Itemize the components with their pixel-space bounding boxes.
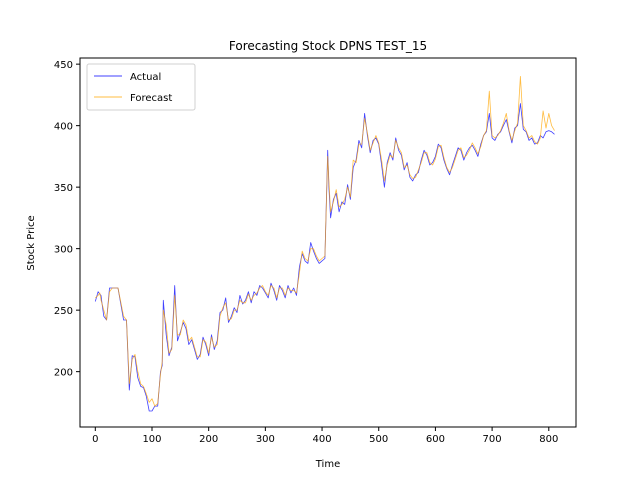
y-axis: 200 250 300 350 400 450 <box>54 60 80 379</box>
series-line-forecast <box>95 76 555 407</box>
x-tick-label: 100 <box>142 434 161 445</box>
series-layer <box>94 76 555 412</box>
x-axis: 0 100 200 300 400 500 600 700 800 <box>92 427 558 445</box>
y-axis-label: Stock Price <box>26 215 37 270</box>
x-tick-label: 0 <box>92 434 98 445</box>
y-tick-label: 450 <box>54 60 73 71</box>
y-tick-label: 350 <box>54 183 73 194</box>
x-tick-label: 200 <box>199 434 218 445</box>
x-axis-label: Time <box>315 459 340 470</box>
y-tick-label: 300 <box>54 245 73 256</box>
x-tick-label: 400 <box>313 434 332 445</box>
y-tick-label: 200 <box>54 368 73 379</box>
y-tick-label: 250 <box>54 306 73 317</box>
x-tick-label: 300 <box>256 434 275 445</box>
x-tick-label: 600 <box>426 434 445 445</box>
series-line-actual <box>94 103 555 412</box>
x-tick-label: 700 <box>483 434 502 445</box>
x-tick-label: 500 <box>369 434 388 445</box>
chart-title: Forecasting Stock DPNS TEST_15 <box>229 39 427 53</box>
legend-label-actual: Actual <box>130 72 161 83</box>
x-tick-label: 800 <box>539 434 558 445</box>
legend-label-forecast: Forecast <box>130 93 172 104</box>
y-tick-label: 400 <box>54 122 73 133</box>
legend: Actual Forecast <box>86 63 196 111</box>
plot-area-frame <box>79 57 577 428</box>
